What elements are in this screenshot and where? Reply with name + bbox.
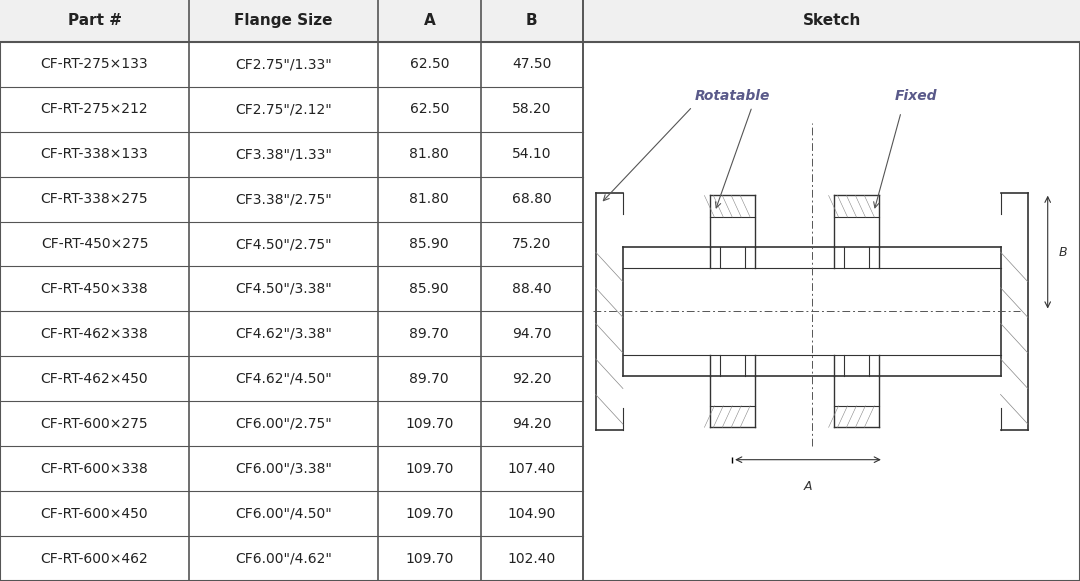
Text: CF6.00"/3.38": CF6.00"/3.38": [235, 462, 332, 476]
Text: CF4.62"/4.50": CF4.62"/4.50": [235, 372, 332, 386]
Text: A: A: [804, 480, 812, 493]
Text: B: B: [526, 13, 538, 28]
Text: 109.70: 109.70: [405, 462, 454, 476]
Text: CF-RT-600×338: CF-RT-600×338: [41, 462, 148, 476]
Text: 54.10: 54.10: [512, 147, 552, 161]
Text: 85.90: 85.90: [409, 282, 449, 296]
Text: 104.90: 104.90: [508, 507, 556, 521]
Text: CF-RT-275×133: CF-RT-275×133: [41, 58, 148, 71]
Text: CF6.00"/2.75": CF6.00"/2.75": [235, 417, 332, 431]
Text: CF4.50"/2.75": CF4.50"/2.75": [235, 237, 332, 251]
Text: 94.20: 94.20: [512, 417, 552, 431]
Text: B: B: [1058, 246, 1067, 259]
Text: CF6.00"/4.62": CF6.00"/4.62": [235, 551, 332, 565]
Text: Rotatable: Rotatable: [694, 89, 770, 103]
Text: 102.40: 102.40: [508, 551, 556, 565]
Text: CF2.75"/1.33": CF2.75"/1.33": [235, 58, 332, 71]
Text: Fixed: Fixed: [895, 89, 937, 103]
Text: 75.20: 75.20: [512, 237, 552, 251]
Text: CF3.38"/1.33": CF3.38"/1.33": [235, 147, 332, 161]
Text: 62.50: 62.50: [409, 58, 449, 71]
Text: 94.70: 94.70: [512, 327, 552, 341]
Text: CF2.75"/2.12": CF2.75"/2.12": [235, 102, 332, 116]
Text: CF-RT-338×275: CF-RT-338×275: [41, 192, 148, 206]
Text: CF4.62"/3.38": CF4.62"/3.38": [235, 327, 332, 341]
Bar: [0, 0, 1080, 42]
Text: 85.90: 85.90: [409, 237, 449, 251]
Text: 68.80: 68.80: [512, 192, 552, 206]
Text: CF-RT-450×338: CF-RT-450×338: [41, 282, 148, 296]
Text: 81.80: 81.80: [409, 192, 449, 206]
Text: 81.80: 81.80: [409, 147, 449, 161]
Text: 62.50: 62.50: [409, 102, 449, 116]
Text: CF-RT-338×133: CF-RT-338×133: [41, 147, 148, 161]
Text: CF6.00"/4.50": CF6.00"/4.50": [235, 507, 332, 521]
Text: 109.70: 109.70: [405, 417, 454, 431]
Text: 58.20: 58.20: [512, 102, 552, 116]
Text: Flange Size: Flange Size: [234, 13, 333, 28]
Text: CF-RT-462×338: CF-RT-462×338: [41, 327, 148, 341]
Text: 92.20: 92.20: [512, 372, 552, 386]
Text: CF-RT-462×450: CF-RT-462×450: [41, 372, 148, 386]
Text: 109.70: 109.70: [405, 551, 454, 565]
Text: CF-RT-450×275: CF-RT-450×275: [41, 237, 148, 251]
Text: CF-RT-600×462: CF-RT-600×462: [41, 551, 148, 565]
Text: 89.70: 89.70: [409, 372, 449, 386]
Text: CF-RT-600×275: CF-RT-600×275: [41, 417, 148, 431]
Text: CF-RT-600×450: CF-RT-600×450: [41, 507, 148, 521]
Text: CF3.38"/2.75": CF3.38"/2.75": [235, 192, 332, 206]
Text: Sketch: Sketch: [802, 13, 861, 28]
Text: Part #: Part #: [67, 13, 121, 28]
Text: 88.40: 88.40: [512, 282, 552, 296]
Text: A: A: [423, 13, 435, 28]
Text: 89.70: 89.70: [409, 327, 449, 341]
Text: 47.50: 47.50: [512, 58, 552, 71]
Text: 109.70: 109.70: [405, 507, 454, 521]
Text: CF-RT-275×212: CF-RT-275×212: [41, 102, 148, 116]
Text: 107.40: 107.40: [508, 462, 556, 476]
Text: CF4.50"/3.38": CF4.50"/3.38": [235, 282, 332, 296]
